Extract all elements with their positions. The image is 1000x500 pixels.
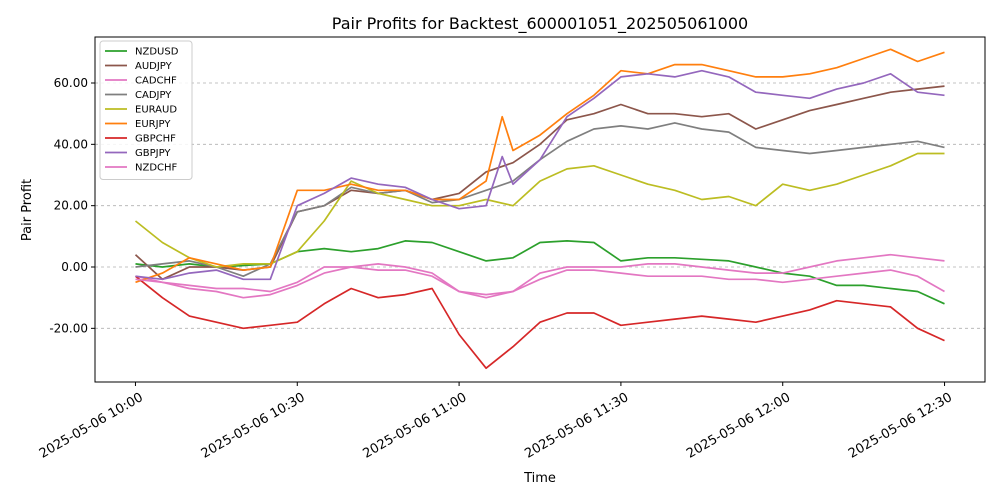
series-line-audjpy [134, 85, 945, 281]
y-tick-label: -20.00 [49, 321, 88, 335]
x-tick-label: 2025-05-06 12:30 [846, 390, 955, 462]
series-line-cadjpy [135, 122, 945, 278]
legend-label: EURAUD [135, 105, 177, 116]
legend-label: NZDUSD [135, 47, 179, 58]
legend-label: NZDCHF [135, 163, 178, 174]
series-line-euraud [134, 152, 945, 268]
x-tick-label: 2025-05-06 10:00 [37, 390, 146, 462]
plot-frame [94, 36, 986, 383]
series-line-nzdchf [135, 253, 945, 299]
y-tick-label: 20.00 [54, 199, 88, 213]
grid-layer [95, 82, 985, 329]
y-tick-label: 0.00 [61, 260, 88, 274]
x-tick-label: 2025-05-06 12:00 [684, 390, 793, 462]
y-tick-label: 40.00 [54, 137, 88, 151]
x-tick-label: 2025-05-06 11:30 [522, 390, 631, 462]
series-layer [134, 48, 945, 370]
legend-label: AUDJPY [135, 61, 173, 72]
legend-label: CADJPY [135, 90, 172, 101]
series-line-cadchf [135, 266, 945, 296]
chart-title: Pair Profits for Backtest_600001051_2025… [332, 14, 748, 34]
x-axis-label: Time [523, 471, 556, 486]
x-tick-label: 2025-05-06 11:00 [361, 390, 470, 462]
series-line-gbpjpy [135, 69, 945, 281]
legend-box [99, 40, 193, 180]
legend-label: EURJPY [135, 119, 171, 130]
legend-label: GBPCHF [135, 134, 176, 145]
series-line-eurjpy [135, 48, 945, 284]
y-tick-label: 60.00 [54, 76, 88, 90]
x-tick-label: 2025-05-06 10:30 [199, 390, 308, 462]
legend-label: GBPJPY [135, 148, 171, 159]
y-axis: -20.00 0.00 20.00 40.00 60.00 [49, 76, 95, 335]
series-line-gbpchf [134, 275, 945, 370]
legend: NZDUSD AUDJPY CADCHF CADJPY EURAUD EURJPY GBPC… [99, 40, 193, 180]
x-axis: 2025-05-06 10:00 2025-05-06 10:30 2025-05-… [37, 382, 955, 462]
y-axis-label: Pair Profit [20, 179, 35, 241]
legend-label: CADCHF [135, 76, 177, 87]
